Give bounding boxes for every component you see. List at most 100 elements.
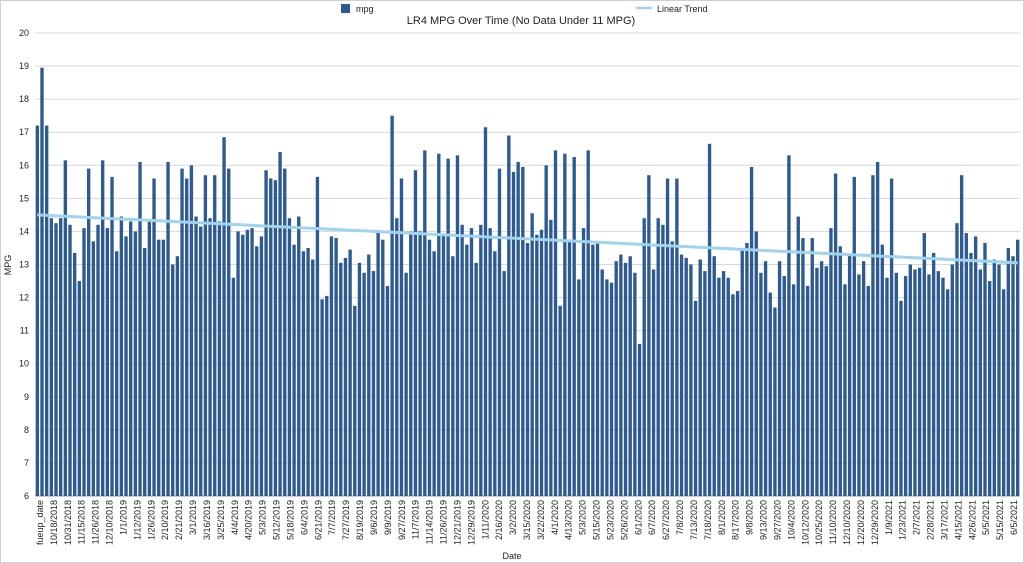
bar	[255, 246, 259, 496]
bar	[329, 236, 334, 496]
bar	[68, 224, 72, 496]
bar	[306, 247, 310, 496]
x-tick-label: 12/20/2020	[856, 500, 866, 545]
bar	[1015, 239, 1020, 496]
bar	[385, 286, 390, 496]
x-tick-label: 9/9/2019	[383, 500, 393, 535]
x-tick-label: 5/26/2020	[619, 500, 629, 540]
x-tick-label: 11/10/2020	[828, 500, 838, 544]
bar	[782, 276, 786, 496]
x-axis: fueup_date 10/18/2018 10/31/2018 11/15/2018…	[35, 500, 1019, 545]
bar	[409, 231, 413, 496]
bar	[511, 171, 516, 496]
x-tick-label: 5/15/2020	[592, 500, 602, 540]
bar	[245, 229, 250, 496]
x-tick-label: 2/16/2020	[494, 500, 504, 540]
y-tick-label: 19	[19, 61, 29, 71]
bar	[964, 233, 968, 496]
bar	[637, 343, 642, 496]
bar	[549, 219, 553, 496]
bar	[553, 150, 558, 496]
bar	[441, 234, 446, 497]
bar	[339, 262, 343, 496]
bar	[194, 216, 198, 497]
bar	[269, 178, 273, 496]
x-tick-label: 2/21/2019	[174, 500, 184, 540]
bar	[889, 178, 894, 496]
bar	[432, 251, 436, 496]
bar	[726, 277, 730, 496]
bar	[581, 228, 586, 496]
bar	[166, 161, 170, 497]
bar	[465, 244, 469, 496]
bar	[908, 264, 912, 496]
bar	[759, 272, 763, 496]
x-tick-label: 11/26/2019	[439, 500, 449, 544]
x-tick-label: 7/27/2019	[341, 500, 351, 540]
y-axis: 6 7 8 9 10 11 12 13 14 15 16 17 18 19 20	[19, 28, 29, 501]
bar	[712, 256, 716, 496]
bar	[40, 67, 44, 496]
bar	[922, 233, 926, 496]
bar	[871, 175, 875, 496]
x-tick-label: 5/3/2020	[578, 500, 588, 535]
bar	[992, 259, 996, 496]
bar	[591, 244, 595, 496]
bar	[119, 216, 124, 497]
bar	[567, 239, 572, 496]
bar	[199, 226, 203, 496]
bar	[427, 239, 432, 496]
bar	[283, 168, 287, 496]
bar	[334, 238, 338, 497]
x-tick-label: 7/7/2019	[327, 500, 337, 535]
bar	[82, 228, 86, 496]
bar	[58, 218, 63, 496]
bar	[927, 274, 931, 496]
legend-mpg-label: mpg	[356, 4, 374, 14]
bar	[539, 229, 544, 496]
bar	[353, 305, 357, 496]
bar	[628, 256, 632, 496]
y-tick-label: 7	[24, 458, 29, 468]
bar	[96, 224, 100, 496]
bar	[278, 152, 282, 496]
bar	[367, 254, 371, 496]
bar	[917, 267, 922, 496]
bar	[311, 259, 315, 496]
bar	[973, 236, 978, 496]
bar	[609, 282, 614, 496]
bar	[77, 281, 82, 496]
x-tick-label: 12/10/2020	[842, 500, 852, 545]
x-tick-label: 3/17/2021	[939, 500, 949, 540]
bar	[614, 261, 618, 496]
bar	[343, 257, 348, 496]
x-tick-label: 2/7/2021	[912, 500, 922, 535]
x-tick-label: 10/25/2020	[814, 500, 824, 545]
bar	[693, 300, 698, 496]
bar	[1006, 247, 1011, 496]
bar	[381, 239, 385, 496]
bar	[749, 166, 754, 496]
bar	[931, 252, 936, 496]
bar	[189, 165, 194, 497]
bar	[483, 127, 488, 496]
x-tick-label: 11/14/2019	[425, 500, 435, 544]
x-tick-label: 9/8/2020	[745, 500, 755, 535]
bar	[208, 218, 212, 496]
x-tick-label: 1/11/2020	[480, 500, 490, 539]
bar	[203, 175, 208, 496]
x-tick-label: 2/10/2019	[160, 500, 170, 540]
bar	[787, 155, 791, 497]
bar	[740, 249, 744, 496]
bar	[698, 259, 702, 496]
x-tick-label: 3/1/2019	[188, 500, 198, 535]
bar	[773, 307, 777, 496]
bar	[49, 218, 54, 496]
bar	[647, 175, 651, 496]
bar	[446, 158, 450, 497]
bar	[185, 178, 189, 496]
bar	[866, 286, 870, 496]
bar	[959, 175, 964, 496]
bar	[437, 153, 441, 496]
bar	[805, 286, 810, 496]
